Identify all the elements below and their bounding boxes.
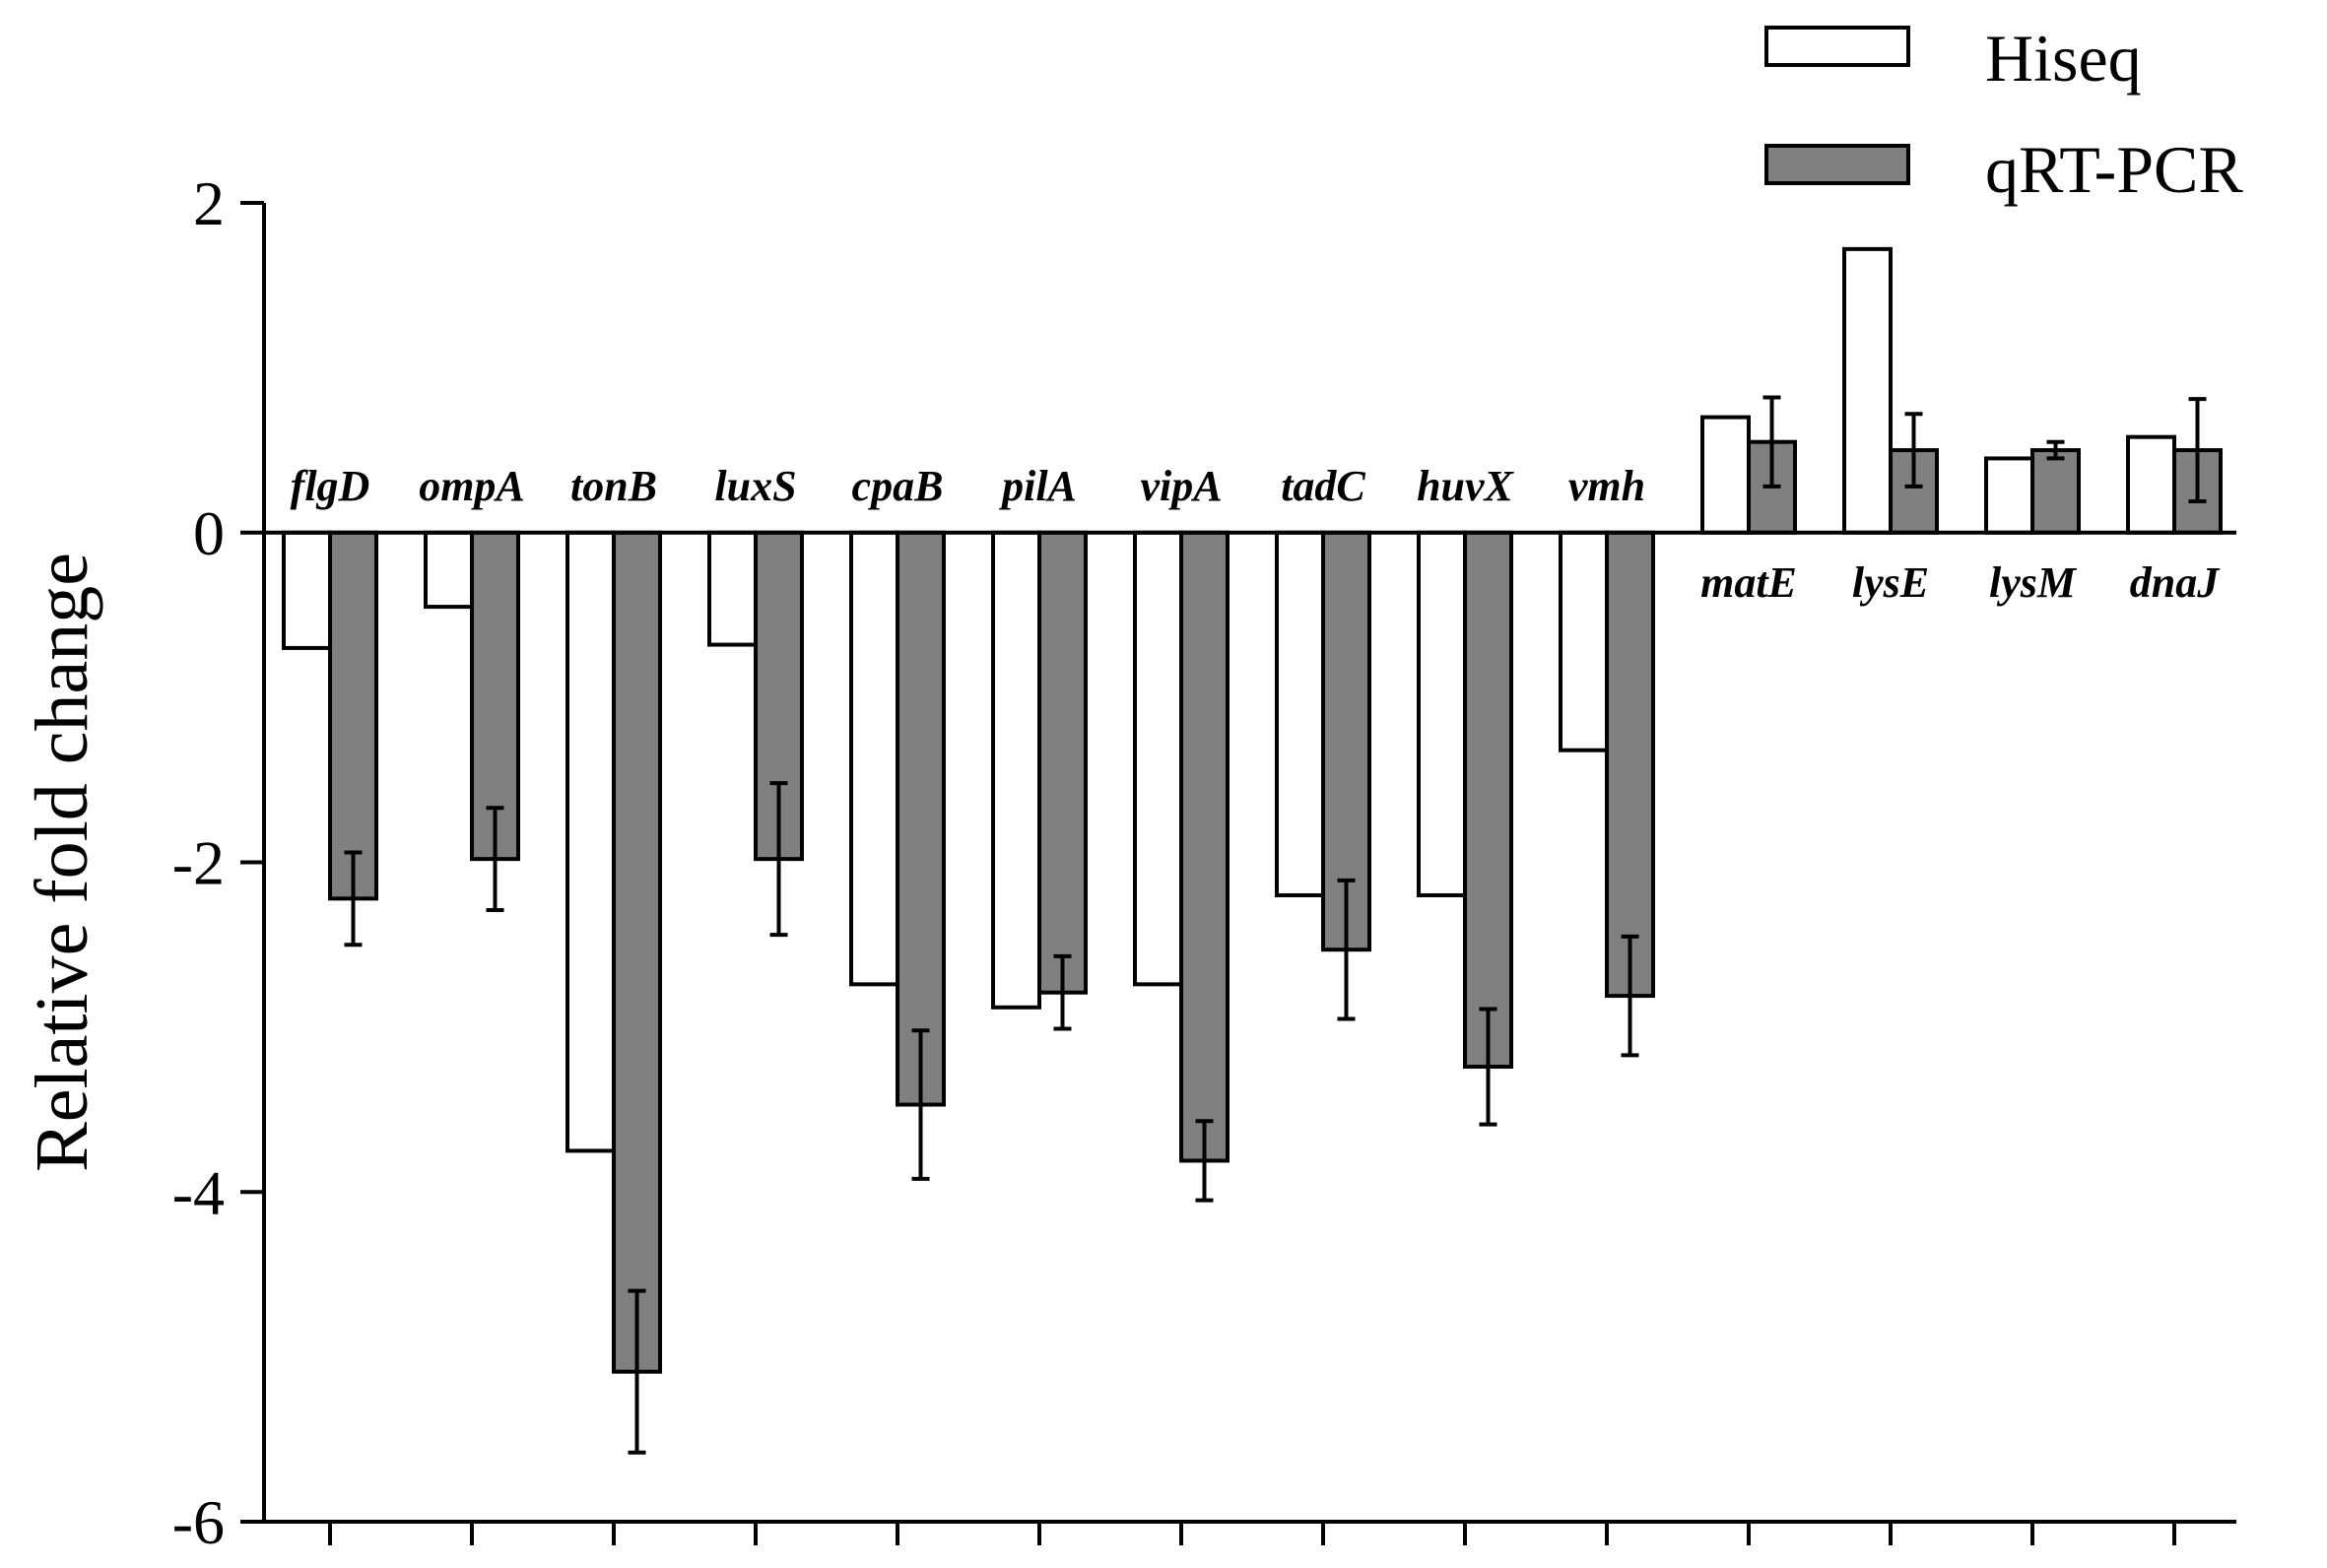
bar-hiseq-pilA xyxy=(991,530,1041,1010)
category-label-ompA: ompA xyxy=(419,462,525,510)
bar-qrtpcr-vipA xyxy=(1179,530,1230,1163)
legend-swatch-qrtpcr xyxy=(1764,144,1910,185)
bar-hiseq-ompA xyxy=(424,530,474,610)
bar-hiseq-matE xyxy=(1700,415,1751,535)
y-tick-label-2: -2 xyxy=(172,828,225,898)
bar-qrtpcr-cpaB xyxy=(896,530,946,1107)
y-axis-title: Relative fold change xyxy=(21,553,103,1172)
bar-hiseq-tadC xyxy=(1275,530,1325,897)
category-label-lysE: lysE xyxy=(1852,558,1929,607)
category-label-pilA: pilA xyxy=(998,462,1077,510)
category-label-vipA: vipA xyxy=(1140,462,1222,510)
legend-swatch-hiseq xyxy=(1764,26,1910,67)
bar-qrtpcr-flgD xyxy=(328,530,378,901)
bar-qrtpcr-tonB xyxy=(612,530,662,1374)
category-label-tonB: tonB xyxy=(570,462,657,510)
bars-layer xyxy=(282,246,2223,1455)
bar-hiseq-vmh xyxy=(1559,530,1609,752)
category-label-dnaJ: dnaJ xyxy=(2130,558,2221,607)
bar-qrtpcr-pilA xyxy=(1037,530,1088,995)
bar-hiseq-cpaB xyxy=(849,530,899,987)
category-label-matE: matE xyxy=(1700,558,1797,607)
category-label-huvX: huvX xyxy=(1417,462,1514,510)
category-label-tadC: tadC xyxy=(1281,462,1365,510)
category-label-lysM: lysM xyxy=(1989,558,2078,607)
bar-hiseq-huvX xyxy=(1417,530,1467,897)
legend-label-qrtpcr: qRT-PCR xyxy=(1985,132,2243,207)
bar-hiseq-vipA xyxy=(1133,530,1183,987)
y-tick-label-3: -4 xyxy=(172,1157,225,1227)
legend-label-hiseq: Hiseq xyxy=(1985,21,2142,96)
y-tick-label-0: 2 xyxy=(193,168,225,238)
bar-hiseq-lysM xyxy=(1984,456,2034,535)
bar-hiseq-lysE xyxy=(1842,246,1893,535)
labels-layer: flgD ompA tonB luxS cpaB pilA vipA tadC huvX vmh m… xyxy=(21,168,2221,1557)
legend: Hiseq qRT-PCR xyxy=(1764,21,2243,207)
category-label-luxS: luxS xyxy=(714,462,796,510)
category-label-cpaB: cpaB xyxy=(852,462,944,510)
bar-hiseq-luxS xyxy=(707,530,758,647)
bar-hiseq-dnaJ xyxy=(2126,434,2176,535)
bar-qrtpcr-ompA xyxy=(470,530,520,862)
bar-qrtpcr-lysM xyxy=(2030,448,2081,535)
category-label-flgD: flgD xyxy=(291,462,370,510)
bar-hiseq-flgD xyxy=(282,530,332,650)
y-tick-label-4: -6 xyxy=(172,1487,225,1557)
bar-qrtpcr-vmh xyxy=(1605,530,1655,999)
axes-layer xyxy=(240,201,2236,1545)
y-tick-label-1: 0 xyxy=(193,498,225,568)
bar-qrtpcr-huvX xyxy=(1463,530,1513,1070)
bar-hiseq-tonB xyxy=(565,530,616,1153)
category-label-vmh: vmh xyxy=(1568,462,1645,510)
